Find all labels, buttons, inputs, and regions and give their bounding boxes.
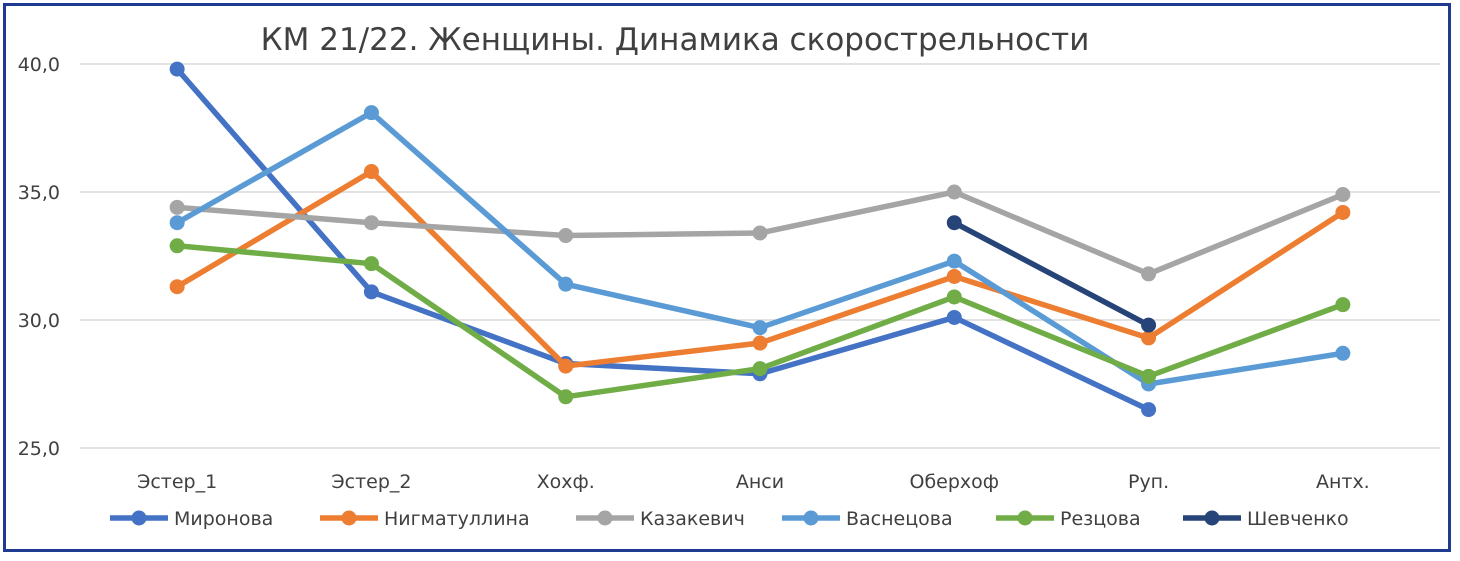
data-point (363, 164, 379, 180)
legend-label: Шевченко (1247, 508, 1349, 530)
x-tick-label: Анси (736, 471, 784, 493)
data-point (1335, 345, 1351, 361)
legend-label: Резцова (1060, 508, 1141, 530)
data-point (752, 361, 768, 377)
data-point (169, 61, 185, 77)
data-point (946, 289, 962, 305)
legend: Миронова Нигматуллина Казакевич Васнецова Ре… (110, 508, 1349, 530)
legend-label: Васнецова (846, 508, 953, 530)
chart-frame (3, 3, 1451, 552)
legend-item: Нигматуллина (320, 508, 530, 530)
y-tick-label: 35,0 (18, 182, 60, 204)
data-point (363, 215, 379, 231)
x-tick-label: Антх. (1316, 471, 1370, 493)
data-point (752, 335, 768, 351)
data-point (946, 215, 962, 231)
series-Шевченко (946, 215, 1157, 333)
data-point (1141, 330, 1157, 346)
series-Васнецова (169, 105, 1351, 392)
data-point (1335, 187, 1351, 203)
data-point (1335, 297, 1351, 313)
legend-marker (1017, 510, 1033, 526)
legend-marker (803, 510, 819, 526)
data-point (1141, 402, 1157, 418)
series-line (174, 66, 1152, 413)
data-point (946, 268, 962, 284)
data-point (1141, 368, 1157, 384)
x-tick-label: Оберхоф (910, 471, 1000, 493)
series-Нигматуллина (169, 164, 1351, 374)
series-Казакевич (169, 184, 1351, 282)
legend-item: Резцова (996, 508, 1141, 530)
y-tick-label: 30,0 (18, 310, 60, 332)
legend-label: Нигматуллина (384, 508, 530, 530)
data-point (946, 253, 962, 269)
data-point (363, 105, 379, 121)
data-point (169, 279, 185, 295)
grid-lines (80, 63, 1440, 449)
y-tick-label: 40,0 (18, 54, 60, 76)
data-point (752, 225, 768, 241)
data-point (363, 284, 379, 300)
data-point (752, 320, 768, 336)
x-tick-label: Эстер_2 (331, 471, 411, 493)
x-tick-label: Эстер_1 (137, 471, 217, 493)
legend-label: Казакевич (640, 508, 745, 530)
legend-marker (597, 510, 613, 526)
data-point (169, 199, 185, 215)
legend-label: Миронова (174, 508, 273, 530)
chart-title: КМ 21/22. Женщины. Динамика скорострельн… (261, 22, 1090, 58)
data-point (558, 389, 574, 405)
data-point (558, 276, 574, 292)
legend-item: Васнецова (782, 508, 953, 530)
series-Миронова (169, 61, 1157, 418)
y-axis: 25,0 30,0 35,0 40,0 (18, 54, 60, 460)
legend-marker (1204, 510, 1220, 526)
data-point (558, 358, 574, 374)
x-axis: Эстер_1 Эстер_2 Хохф. Анси Оберхоф Руп. Антх. (137, 471, 1370, 493)
y-tick-label: 25,0 (18, 438, 60, 460)
data-point (1141, 317, 1157, 333)
data-point (1141, 266, 1157, 282)
legend-item: Миронова (110, 508, 273, 530)
legend-item: Казакевич (576, 508, 745, 530)
data-point (946, 184, 962, 200)
series-line (951, 219, 1152, 328)
x-tick-label: Хохф. (537, 471, 595, 493)
data-point (363, 256, 379, 272)
data-point (558, 228, 574, 244)
legend-marker (131, 510, 147, 526)
data-point (1335, 204, 1351, 220)
series-group (169, 61, 1351, 418)
data-point (946, 309, 962, 325)
legend-item: Шевченко (1183, 508, 1349, 530)
legend-marker (341, 510, 357, 526)
x-tick-label: Руп. (1128, 471, 1169, 493)
series-Резцова (169, 238, 1351, 405)
data-point (169, 238, 185, 254)
data-point (169, 215, 185, 231)
